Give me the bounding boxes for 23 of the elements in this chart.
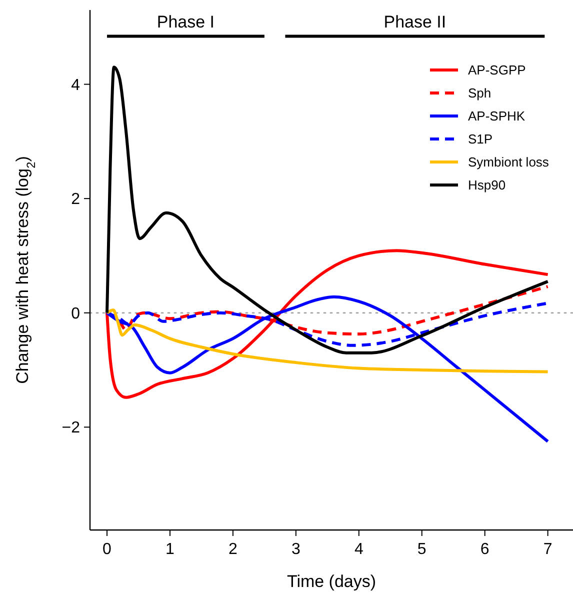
line-series <box>106 308 550 374</box>
x-tick-label: 4 <box>354 541 364 558</box>
annotation: Phase I <box>156 12 215 32</box>
y-tick-label: 4 <box>71 76 80 94</box>
line-series <box>106 66 550 354</box>
x-tick-label: 7 <box>543 541 552 558</box>
y-tick-label: 0 <box>71 305 80 322</box>
x-tick-label: 5 <box>417 541 426 558</box>
legend-label: AP-SGPP <box>468 62 526 78</box>
y-tick-label: −2 <box>62 420 80 437</box>
x-tick-label: 2 <box>228 541 238 558</box>
legend-label: Sph <box>468 86 492 101</box>
legend-label: Symbiont loss <box>468 154 550 170</box>
x-tick-label: 0 <box>102 541 112 558</box>
annotation: Phase II <box>384 12 446 32</box>
legend-label: AP-SPHK <box>468 108 526 124</box>
legend-label: Hsp90 <box>468 178 506 193</box>
x-tick-label: 3 <box>291 541 300 558</box>
legend-label: S1P <box>468 132 493 147</box>
x-tick-label: 1 <box>166 541 175 558</box>
x-axis-title: Time (days) <box>286 572 376 591</box>
y-tick-label: 2 <box>71 191 80 208</box>
x-tick-label: 6 <box>480 541 490 558</box>
